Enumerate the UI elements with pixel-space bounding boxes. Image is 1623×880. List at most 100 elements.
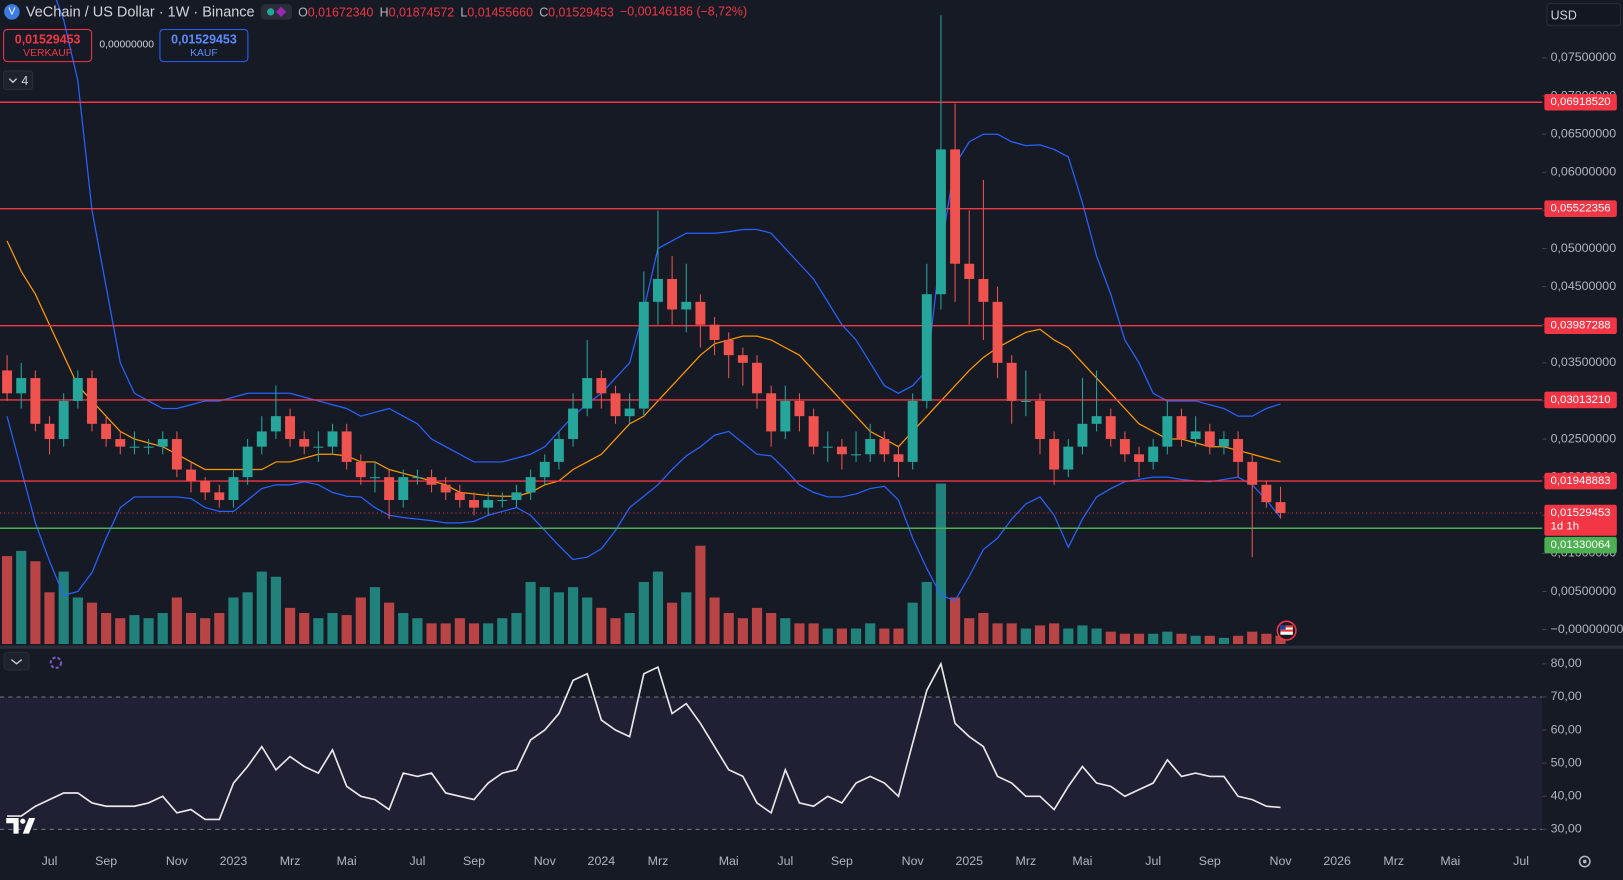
event-flag[interactable] — [1276, 620, 1297, 641]
x-tick-label: Nov — [902, 854, 925, 868]
candle-body — [681, 301, 692, 310]
volume-bar — [978, 613, 989, 645]
volume-bar — [398, 613, 409, 645]
settings-icon[interactable] — [1578, 855, 1591, 868]
symbol-header: V VeChain / US Dollar · 1W · Binance O0,… — [4, 3, 747, 20]
candle-body — [865, 439, 876, 455]
volume-bar — [284, 607, 296, 645]
volume-bar — [313, 618, 324, 645]
candle-body — [1190, 431, 1201, 440]
candle-body — [950, 149, 961, 264]
volume-bar — [185, 613, 197, 645]
rsi-controls — [3, 651, 63, 671]
volume-bar — [766, 613, 777, 645]
volume-bar — [355, 597, 366, 645]
candle-body — [454, 492, 465, 501]
candle-body — [157, 439, 168, 447]
candle-body — [1134, 454, 1144, 462]
candle-body — [228, 477, 239, 501]
volume-bar — [737, 618, 748, 645]
y-tick-label: 0,00500000 — [1551, 584, 1617, 598]
candle-body — [87, 378, 97, 424]
ohlc-value: 0,01455660 — [467, 5, 533, 20]
x-tick-label: Mrz — [280, 854, 301, 868]
volume-bar — [1119, 633, 1130, 645]
level-label-box — [1544, 200, 1617, 217]
y-tick-label: 0,06000000 — [1551, 165, 1617, 179]
y-tick-label: 0,07500000 — [1551, 50, 1617, 64]
volume-bar — [1105, 631, 1116, 645]
candle-body — [483, 500, 494, 508]
x-tick-label: Jul — [1513, 854, 1529, 868]
volume-bar — [200, 618, 211, 645]
x-tick-label: Sep — [95, 854, 117, 868]
volume-bar — [935, 483, 947, 645]
candle-body — [200, 480, 211, 493]
volume-bar — [1176, 633, 1187, 645]
volume-bar — [539, 587, 550, 645]
volume-bar — [1091, 628, 1102, 645]
candle-body — [794, 400, 805, 417]
candle-body — [214, 492, 225, 501]
candle-body — [978, 278, 989, 302]
candle-body — [341, 431, 352, 462]
volume-bar — [907, 602, 918, 645]
indicators-toggle[interactable]: 4 — [3, 70, 34, 91]
volume-bar — [723, 613, 734, 645]
buy-button[interactable]: 0,01529453 KAUF — [159, 28, 249, 63]
candle-body — [1204, 431, 1215, 447]
candle-body — [58, 400, 69, 440]
symbol-title[interactable]: VeChain / US Dollar · 1W · Binance — [25, 3, 255, 20]
level-label-box — [1544, 93, 1617, 111]
candle-body — [256, 431, 267, 447]
axes: −0,000000000,005000000,010000000,0150000… — [42, 50, 1623, 868]
last-price-label: 0,01529453 — [1551, 507, 1611, 519]
volume-bar — [794, 623, 805, 645]
candle-body — [624, 408, 635, 417]
volume-bar — [1049, 623, 1060, 645]
buy-label: KAUF — [190, 47, 218, 60]
candle-body — [299, 439, 310, 447]
volume-bar — [483, 623, 494, 645]
sell-button[interactable]: 0,01529453 VERKAUF — [3, 28, 93, 63]
sell-price: 0,01529453 — [14, 32, 81, 47]
candle-body — [582, 378, 593, 409]
countdown: 1d 1h — [1551, 520, 1579, 532]
candle-body — [568, 408, 579, 440]
volume-bar — [1162, 631, 1173, 645]
sell-label: VERKAUF — [23, 47, 73, 60]
candle-body — [766, 393, 777, 432]
currency-select[interactable]: USD — [1546, 3, 1621, 26]
x-tick-label: Jul — [42, 854, 58, 868]
candle-body — [171, 439, 182, 470]
candle-body — [1148, 446, 1159, 462]
level-label: 0,06918520 — [1551, 96, 1611, 108]
candle-body — [101, 423, 112, 440]
volume-bar — [1218, 637, 1230, 645]
ohlc-value: 0,01672340 — [307, 5, 374, 20]
volume-bar — [638, 581, 649, 645]
candle-body — [1275, 502, 1286, 514]
candle-body — [355, 461, 366, 478]
price-pane — [0, 0, 1543, 645]
candle-body — [242, 446, 253, 478]
candle-body — [653, 278, 663, 302]
volume-bar — [228, 597, 239, 645]
x-tick-label: Nov — [166, 854, 189, 868]
volume-bar — [525, 581, 536, 645]
volume-bar — [879, 628, 890, 645]
volume-bar — [1006, 623, 1017, 645]
candle-body — [1233, 439, 1244, 462]
volume-bar — [893, 628, 904, 645]
candle-body — [525, 477, 536, 493]
level-label: 0,01330064 — [1551, 539, 1611, 551]
volume-bar — [822, 628, 833, 645]
volume-bar — [992, 623, 1003, 645]
volume-bar — [1034, 625, 1046, 645]
volume-bar — [129, 615, 140, 645]
candle-body — [327, 431, 338, 447]
volume-bar — [1063, 628, 1074, 645]
x-tick-label: Mrz — [1383, 854, 1404, 868]
